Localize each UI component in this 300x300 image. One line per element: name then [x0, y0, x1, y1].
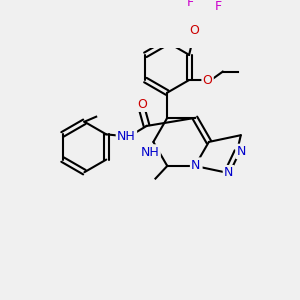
Text: F: F	[187, 0, 194, 9]
Text: N: N	[191, 159, 200, 172]
Text: NH: NH	[117, 130, 136, 142]
Text: NH: NH	[141, 146, 159, 158]
Text: N: N	[236, 145, 246, 158]
Text: O: O	[202, 74, 212, 87]
Text: NH: NH	[117, 130, 136, 142]
Text: NH: NH	[141, 146, 159, 159]
Text: N: N	[224, 166, 233, 179]
Text: F: F	[215, 0, 222, 14]
Text: O: O	[137, 98, 147, 111]
Text: O: O	[189, 24, 199, 37]
Text: O: O	[137, 98, 147, 111]
Text: N: N	[192, 160, 201, 172]
